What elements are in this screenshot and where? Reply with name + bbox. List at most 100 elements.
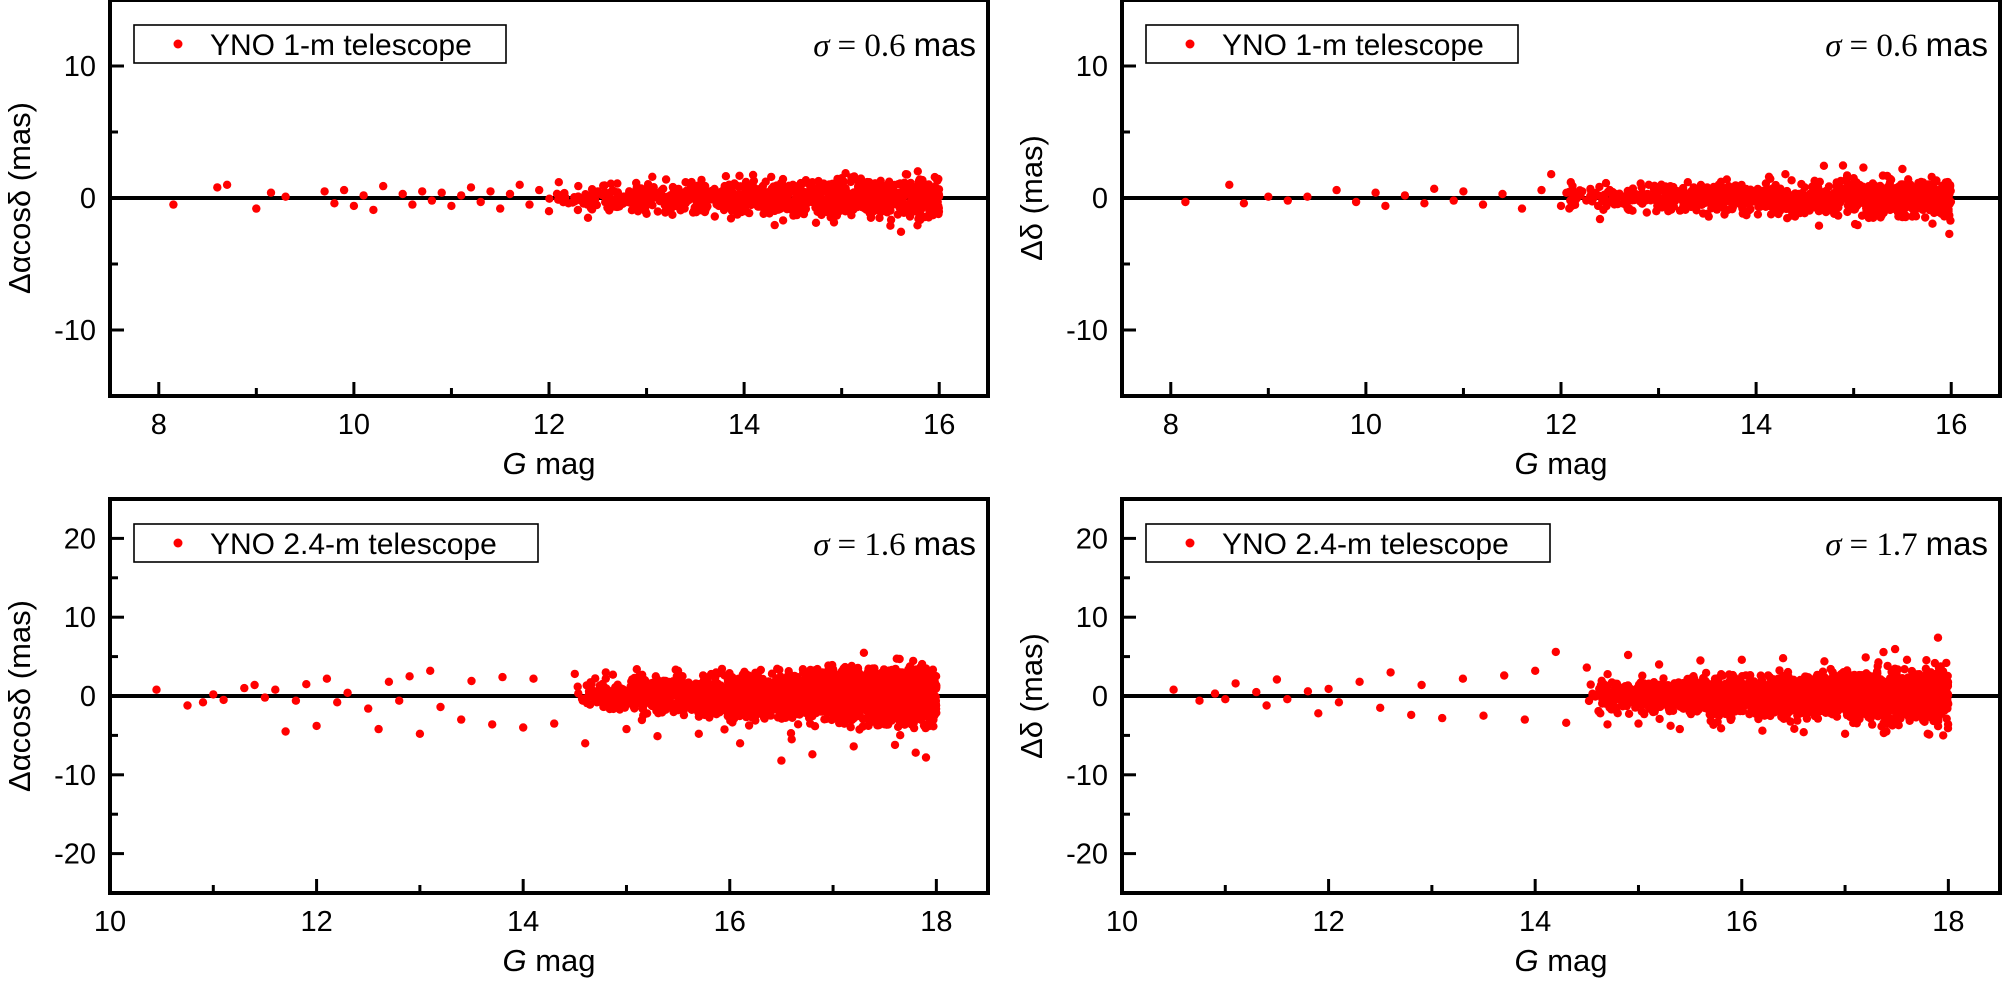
scatter-point [466, 183, 476, 192]
scatter-point [583, 213, 593, 222]
scatter-point [652, 188, 661, 197]
scatter-point [1537, 185, 1546, 195]
scatter-point [593, 187, 602, 196]
scatter-point [622, 191, 632, 201]
x-tick-label: 10 [1106, 906, 1138, 938]
scatter-point [921, 703, 930, 713]
scatter-point [680, 194, 689, 204]
scatter-point [888, 200, 898, 209]
scatter-point [1945, 229, 1954, 239]
scatter-point [1857, 211, 1867, 220]
scatter-point [198, 698, 208, 707]
x-tick-label: 14 [1740, 409, 1772, 441]
scatter-point [291, 696, 301, 705]
scatter-point [777, 677, 786, 686]
scatter-point [886, 221, 895, 230]
scatter-point [847, 173, 856, 182]
scatter-point [1566, 178, 1576, 187]
y-axis-label: Δδ (mas) [1014, 135, 1049, 261]
scatter-point [437, 188, 446, 197]
scatter-point [557, 191, 566, 201]
scatter-point [870, 664, 879, 673]
scatter-point [756, 665, 765, 675]
x-tick-label: 16 [1935, 409, 1967, 441]
sigma-annotation: σ = 1.6 mas [813, 525, 976, 563]
scatter-point [767, 669, 777, 678]
scatter-point [1800, 199, 1810, 208]
x-tick-label: 18 [920, 906, 952, 938]
scatter-point [637, 715, 647, 725]
scatter-point [631, 683, 640, 692]
scatter-point [888, 677, 897, 686]
scatter-point [678, 681, 687, 690]
scatter-point [1862, 192, 1871, 201]
scatter-point [573, 682, 582, 691]
scatter-point [804, 713, 814, 723]
x-axis-label-italic: G [1514, 446, 1538, 481]
scatter-point [787, 735, 796, 744]
scatter-point [726, 690, 736, 700]
scatter-point [759, 688, 768, 697]
scatter-point [1766, 210, 1776, 219]
scatter-point [922, 189, 931, 198]
scatter-point [892, 654, 901, 663]
scatter-point [505, 189, 515, 199]
scatter-point [1771, 188, 1780, 198]
scatter-point [832, 710, 841, 719]
scatter-point [875, 213, 884, 223]
x-tick-label: 16 [1726, 906, 1758, 938]
scatter-point [570, 669, 579, 679]
sigma-unit: mas [914, 525, 976, 562]
sigma-value: = 0.6 [838, 28, 906, 64]
scatter-point [831, 680, 841, 690]
scatter-point [681, 178, 690, 187]
scatter-point [1876, 181, 1885, 191]
scatter-point [886, 187, 896, 196]
scatter-point [1898, 164, 1907, 174]
scatter-point [369, 205, 378, 215]
scatter-point [1852, 202, 1861, 211]
scatter-point [364, 704, 373, 713]
scatter-point [610, 187, 619, 196]
scatter-point [281, 727, 290, 736]
scatter-point [652, 685, 661, 694]
scatter-point [1945, 211, 1954, 220]
scatter-point [603, 203, 612, 212]
scatter-point [1742, 211, 1751, 220]
scatter-point [648, 201, 657, 210]
scatter-point [1927, 203, 1936, 213]
scatter-point [266, 188, 276, 197]
x-axis-label: G mag [1514, 446, 1607, 481]
x-tick-label: 16 [714, 906, 746, 938]
scatter-point [467, 676, 476, 686]
scatter-point [1909, 188, 1919, 197]
scatter-point [720, 725, 729, 734]
scatter-point [739, 205, 749, 215]
scatter-point [930, 190, 940, 199]
scatter-point [730, 179, 739, 188]
scatter-point [529, 674, 538, 683]
x-axis-label: G mag [502, 943, 595, 978]
scatter-point [1605, 185, 1615, 195]
scatter-point [1711, 189, 1721, 199]
sigma-unit: mas [1926, 26, 1988, 63]
scatter-point [758, 677, 768, 686]
scatter-point [702, 681, 711, 690]
scatter-point [1809, 189, 1819, 198]
scatter-point [863, 182, 872, 192]
scatter-point [374, 724, 383, 734]
scatter-point [921, 753, 931, 762]
scatter-point [808, 750, 817, 759]
scatter-point [1303, 192, 1312, 201]
scatter-point [613, 179, 622, 188]
scatter-point [496, 204, 505, 213]
scatter-point [1764, 201, 1774, 210]
sigma-symbol: σ [1825, 28, 1843, 64]
scatter-point [1929, 184, 1939, 193]
x-tick-label: 12 [1312, 906, 1344, 938]
scatter-point [744, 671, 754, 680]
scatter-point [820, 715, 829, 724]
scatter-point [606, 179, 616, 188]
x-tick-label: 18 [1932, 906, 1964, 938]
scatter-point [415, 729, 425, 738]
